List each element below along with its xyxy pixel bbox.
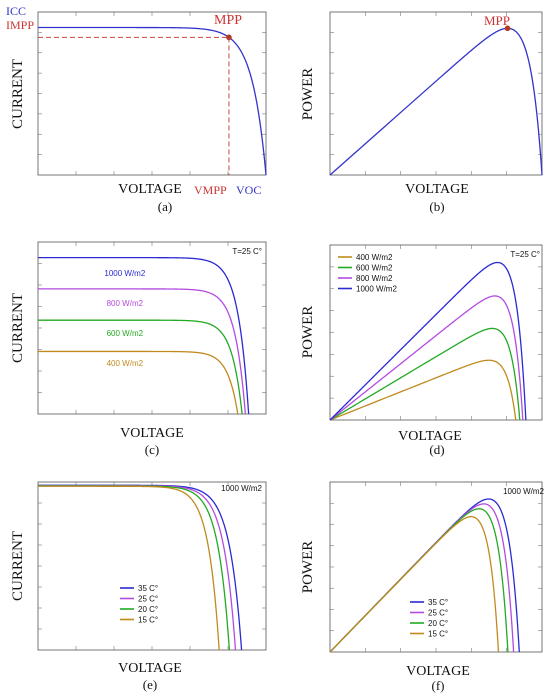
series-layer-d	[329, 261, 527, 421]
caption-a: (a)	[158, 199, 172, 214]
series-line-c-3	[38, 350, 239, 415]
panel-e: 35 C° 25 C°20 C° 15 C° 1000 W/m2 CURRENT V…	[10, 481, 267, 692]
series-line-f-3	[329, 515, 500, 653]
curve-label-c-3: 400 W/m2	[107, 359, 144, 368]
curve-label-c-1: 800 W/m2	[107, 299, 144, 308]
annotation-d: T=25 C°	[510, 250, 540, 259]
ylabel-c: CURRENT	[10, 293, 26, 363]
series-layer-a	[38, 26, 267, 176]
series-layer-f	[329, 498, 520, 653]
curve-label-c-2: 600 W/m2	[107, 329, 144, 338]
annotation-e: 1000 W/m2	[221, 484, 262, 493]
ylabel-e: CURRENT	[10, 531, 26, 601]
xlabel-f: VOLTAGE	[406, 664, 470, 679]
legend-label-d-0: 400 W/m2	[356, 253, 393, 262]
series-line-e-2	[38, 485, 231, 651]
xlabel-d: VOLTAGE	[398, 429, 462, 444]
ylabel-b: POWER	[300, 68, 316, 121]
legend-f: 35 C° 25 C°20 C° 15 C°	[410, 598, 448, 639]
caption-f: (f)	[432, 678, 445, 693]
caption-c: (c)	[145, 442, 159, 457]
panel-f: 35 C° 25 C°20 C° 15 C° 1000 W/m2 POWER VOL…	[300, 481, 545, 693]
legend-label-e-3: 15 C°	[138, 616, 158, 625]
legend-label-f-3: 15 C°	[428, 630, 448, 639]
legend-label-d-1: 600 W/m2	[356, 264, 393, 273]
xlabel-c: VOLTAGE	[120, 426, 184, 441]
series-line-f-1	[329, 503, 515, 653]
panel-c: 1000 W/m2 800 W/m2 600 W/m2 400 W/m2 T=25 C…	[10, 241, 267, 457]
panel-b: POWER VOLTAGE (b) MPP	[300, 11, 543, 214]
ticks-d	[330, 245, 542, 420]
series-layer-c: 1000 W/m2 800 W/m2 600 W/m2 400 W/m2	[38, 256, 250, 415]
mpp-label-b: MPP	[484, 13, 510, 28]
ticks-e	[38, 482, 266, 650]
legend-label-d-3: 1000 W/m2	[356, 285, 397, 294]
series-line-d-3	[329, 261, 527, 421]
caption-e: (e)	[143, 677, 157, 692]
icc-label: ICC	[6, 4, 26, 18]
xlabel-b: VOLTAGE	[405, 182, 469, 197]
ylabel-d: POWER	[300, 306, 316, 359]
ylabel-f: POWER	[300, 541, 316, 594]
caption-b: (b)	[429, 199, 444, 214]
legend-label-f-1: 25 C°	[428, 609, 448, 618]
plot-frame-a	[37, 11, 267, 176]
series-line-c-2	[38, 319, 243, 415]
series-line-d-0	[329, 359, 517, 421]
series-line-c-1	[38, 288, 247, 415]
series-line-e-3	[38, 485, 220, 651]
series-line-d-2	[329, 295, 524, 421]
plot-frame-b	[329, 11, 543, 176]
annotation-c: T=25 C°	[232, 247, 262, 256]
series-line-f-2	[329, 508, 509, 653]
series-line-e-1	[38, 484, 237, 651]
series-line-b-0	[329, 27, 543, 176]
ticks-c	[38, 242, 266, 414]
ticks-b	[330, 12, 542, 175]
curve-label-c-0: 1000 W/m2	[104, 269, 145, 278]
legend-label-e-2: 20 C°	[138, 605, 158, 614]
voc-label: VOC	[236, 183, 261, 197]
mpp-label-a: MPP	[214, 13, 242, 28]
legend-label-e-1: 25 C°	[138, 595, 158, 604]
vmpp-label: VMPP	[194, 183, 227, 197]
legend-label-e-0: 35 C°	[138, 584, 158, 593]
ticks-f	[330, 482, 542, 652]
mpp-marker-b	[504, 25, 511, 32]
ylabel-a: CURRENT	[10, 59, 26, 129]
annotation-f: 1000 W/m2	[503, 487, 544, 496]
panel-a: CURRENT VOLTAGE (a) ICC IMPP VMPP VOC MP…	[6, 4, 267, 214]
series-line-c-0	[38, 256, 250, 415]
legend-e: 35 C° 25 C°20 C° 15 C°	[120, 584, 158, 625]
legend-label-d-2: 800 W/m2	[356, 274, 393, 283]
series-line-f-0	[329, 498, 520, 653]
ticks-a	[38, 12, 266, 175]
xlabel-e: VOLTAGE	[118, 661, 182, 676]
legend-label-f-2: 20 C°	[428, 619, 448, 628]
xlabel-a: VOLTAGE	[118, 182, 182, 197]
plot-frame-e	[37, 481, 267, 651]
series-line-d-1	[329, 327, 521, 421]
series-layer-b	[329, 25, 543, 176]
impp-label: IMPP	[6, 18, 34, 32]
series-layer-e	[38, 484, 243, 651]
series-line-a-0	[38, 26, 267, 176]
mpp-guides-a	[38, 36, 230, 175]
legend-label-f-0: 35 C°	[428, 598, 448, 607]
caption-d: (d)	[429, 442, 444, 457]
